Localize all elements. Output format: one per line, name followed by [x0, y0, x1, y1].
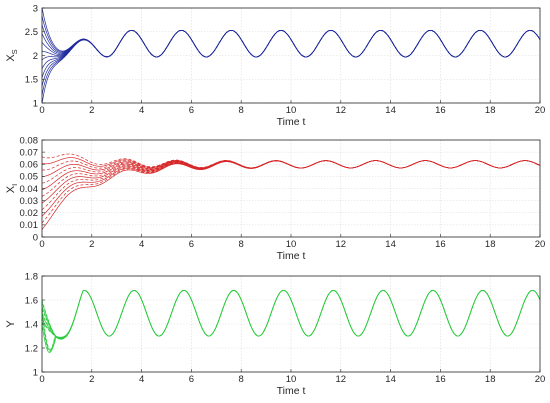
x-tick-label: 6 — [189, 374, 194, 385]
y-axis-label: XI — [5, 184, 19, 193]
y-axis-label-sub: S — [10, 49, 19, 54]
x-tick-label: 12 — [336, 105, 347, 116]
y-tick-label: 0.03 — [20, 196, 39, 207]
x-tick-label: 14 — [385, 374, 396, 385]
panel-xs: 0 2 4 6 8 10 12 14 16 18 20 1 1.5 2 2.5 3 Time t XS — [5, 3, 545, 128]
x-tick-label: 18 — [485, 105, 496, 116]
x-tick-label: 12 — [336, 239, 347, 250]
series-lines — [41, 7, 541, 104]
x-tick-label: 4 — [139, 239, 144, 250]
x-axis-label: Time t — [277, 385, 306, 397]
x-tick-label: 14 — [385, 239, 396, 250]
x-tick-label: 16 — [435, 105, 446, 116]
x-tick-label: 16 — [435, 239, 446, 250]
x-tick-label: 20 — [535, 239, 546, 250]
x-tick-label: 2 — [89, 239, 94, 250]
x-tick-label: 20 — [535, 374, 546, 385]
x-tick-label: 12 — [336, 374, 347, 385]
y-tick-label: 1.8 — [25, 271, 38, 282]
x-tick-label: 18 — [485, 239, 496, 250]
y-tick-label: 0.08 — [20, 135, 39, 146]
x-tick-label: 16 — [435, 374, 446, 385]
panel-xi: 0 2 4 6 8 10 12 14 16 18 2000.010.020.030.040.050.… — [5, 135, 545, 262]
y-tick-label: 1 — [33, 98, 38, 109]
y-tick-label: 0.05 — [20, 172, 39, 183]
x-tick-label: 20 — [535, 105, 546, 116]
trajectory-line — [41, 290, 541, 340]
trajectory-line — [41, 29, 541, 58]
x-tick-label: 10 — [286, 239, 297, 250]
y-tick-label: 0.04 — [20, 184, 39, 195]
x-tick-label: 0 — [39, 239, 44, 250]
grid-lines — [41, 139, 541, 238]
x-tick-label: 10 — [286, 374, 297, 385]
x-axis-label: Time t — [277, 116, 306, 128]
y-tick-label: 2 — [33, 51, 38, 62]
y-tick-label: 0.01 — [20, 220, 39, 231]
trajectory-line — [41, 29, 541, 58]
y-tick-label: 0.02 — [20, 208, 39, 219]
y-tick-label: 0 — [33, 232, 38, 243]
grid-lines — [41, 275, 541, 373]
y-tick-label: 3 — [33, 3, 38, 14]
y-tick-label: 1.2 — [25, 343, 38, 354]
x-tick-label: 0 — [39, 105, 44, 116]
y-axis-label-main: X — [5, 54, 17, 62]
x-tick-label: 4 — [139, 374, 144, 385]
trajectory-line — [41, 153, 541, 169]
series-lines — [41, 153, 541, 230]
y-tick-label: 1 — [33, 367, 38, 378]
y-axis-label: XS — [5, 49, 19, 61]
y-tick-label: 0.06 — [20, 160, 39, 171]
y-tick-label: 1.5 — [25, 75, 38, 86]
trajectory-line — [41, 7, 541, 58]
panel-y: 0 2 4 6 8 10 12 14 16 18 20 1 1.2 1.4 1.6 1.8 Time t Y — [5, 271, 545, 397]
x-tick-label: 8 — [239, 374, 244, 385]
x-tick-label: 10 — [286, 105, 297, 116]
series-lines — [41, 290, 541, 353]
trajectory-line — [41, 29, 541, 58]
trajectory-line — [41, 160, 541, 204]
y-tick-label: 1.6 — [25, 295, 38, 306]
y-axis-label: Y — [5, 320, 17, 328]
y-tick-label: 0.07 — [20, 147, 39, 158]
x-tick-label: 0 — [39, 374, 44, 385]
y-axis-label-main: Y — [5, 320, 17, 328]
x-tick-label: 6 — [189, 239, 194, 250]
x-tick-label: 18 — [485, 374, 496, 385]
x-tick-label: 8 — [239, 239, 244, 250]
grid-lines — [41, 7, 541, 104]
x-axis-label: Time t — [277, 250, 306, 262]
tick-labels: 0 2 4 6 8 10 12 14 16 18 20 1 1.5 2 2.5 3 — [25, 3, 546, 116]
x-tick-label: 6 — [189, 105, 194, 116]
x-tick-label: 14 — [385, 105, 396, 116]
x-tick-label: 4 — [139, 105, 144, 116]
x-tick-label: 2 — [89, 105, 94, 116]
y-axis-label-sub: I — [10, 184, 19, 186]
y-axis-label-main: X — [5, 185, 17, 193]
x-tick-label: 8 — [239, 105, 244, 116]
y-tick-label: 2.5 — [25, 27, 38, 38]
x-tick-label: 2 — [89, 374, 94, 385]
tick-labels: 0 2 4 6 8 10 12 14 16 18 20 1 1.2 1.4 1.6 1.8 — [25, 271, 546, 385]
y-tick-label: 1.4 — [25, 319, 38, 330]
tick-labels: 0 2 4 6 8 10 12 14 16 18 2000.010.020.030.040.050.… — [20, 135, 546, 250]
